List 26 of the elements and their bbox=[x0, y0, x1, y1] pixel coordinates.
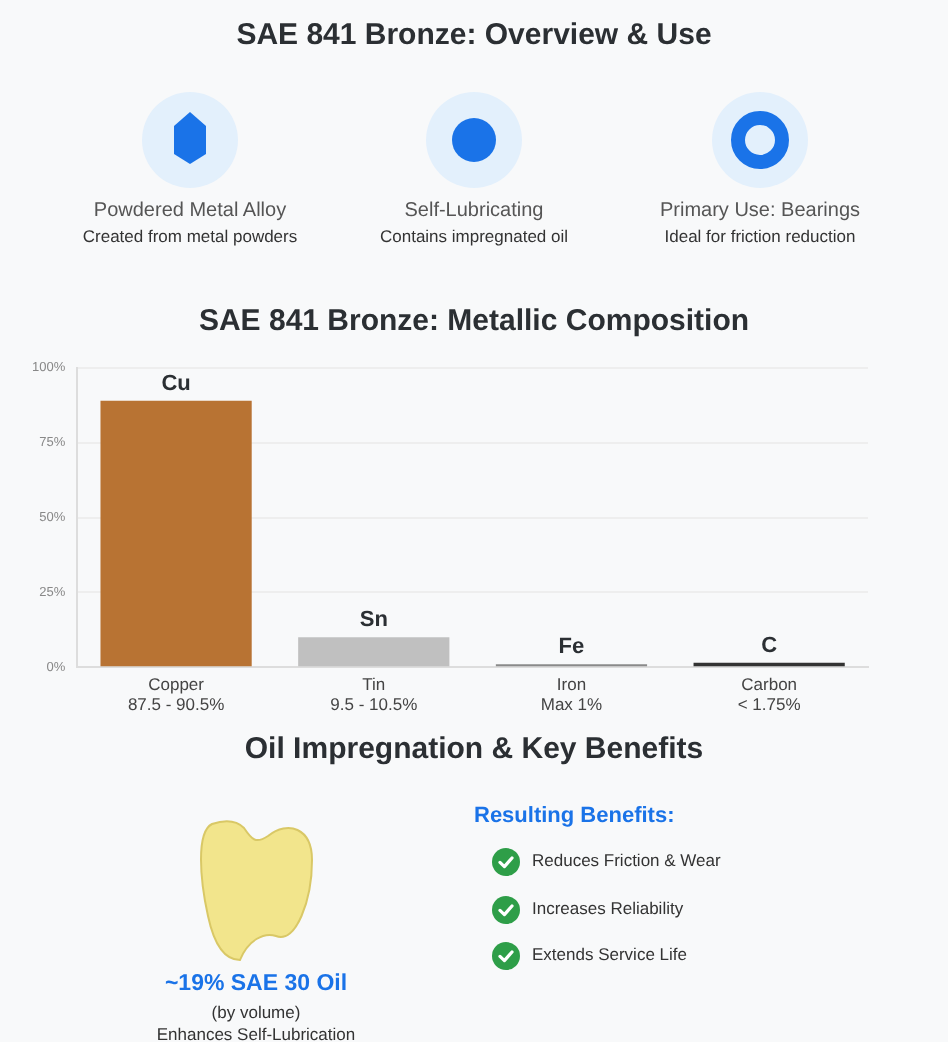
text: Ideal for friction reduction bbox=[662, 226, 858, 246]
text: Enhances Self-Lubrication bbox=[154, 1024, 358, 1042]
bar bbox=[298, 637, 450, 667]
text: Reduces Friction & Wear bbox=[532, 850, 721, 870]
bar bbox=[100, 400, 252, 667]
text: Contains impregnated oil bbox=[377, 226, 571, 246]
x-tick-label: Copper 87.5 - 90.5% bbox=[127, 674, 226, 715]
text: ~19% SAE 30 Oil bbox=[162, 972, 350, 996]
x-tick-label: Carbon < 1.75% bbox=[737, 674, 802, 715]
text: Increases Reliability bbox=[532, 897, 684, 917]
x-tick-label: Tin 9.5 - 10.5% bbox=[330, 674, 419, 715]
text: Powdered Metal Alloy bbox=[91, 200, 289, 222]
text: Oil Impregnation & Key Benefits bbox=[242, 732, 706, 766]
annotation: Sn bbox=[359, 608, 389, 633]
text: Resulting Benefits: bbox=[474, 804, 675, 828]
annotation: Fe bbox=[558, 635, 585, 660]
text: Created from metal powders bbox=[80, 226, 300, 246]
annotation: C bbox=[761, 633, 778, 658]
chart-title: SAE 841 Bronze: Metallic Composition bbox=[196, 304, 752, 338]
text: Self-Lubricating bbox=[402, 200, 546, 222]
text: Extends Service Life bbox=[532, 944, 687, 964]
text: (by volume) bbox=[209, 1002, 303, 1022]
annotation: Cu bbox=[161, 371, 191, 396]
x-tick-label: Iron Max 1% bbox=[540, 674, 604, 715]
text: SAE 841 Bronze: Overview & Use bbox=[234, 18, 714, 52]
text: Primary Use: Bearings bbox=[657, 200, 863, 222]
